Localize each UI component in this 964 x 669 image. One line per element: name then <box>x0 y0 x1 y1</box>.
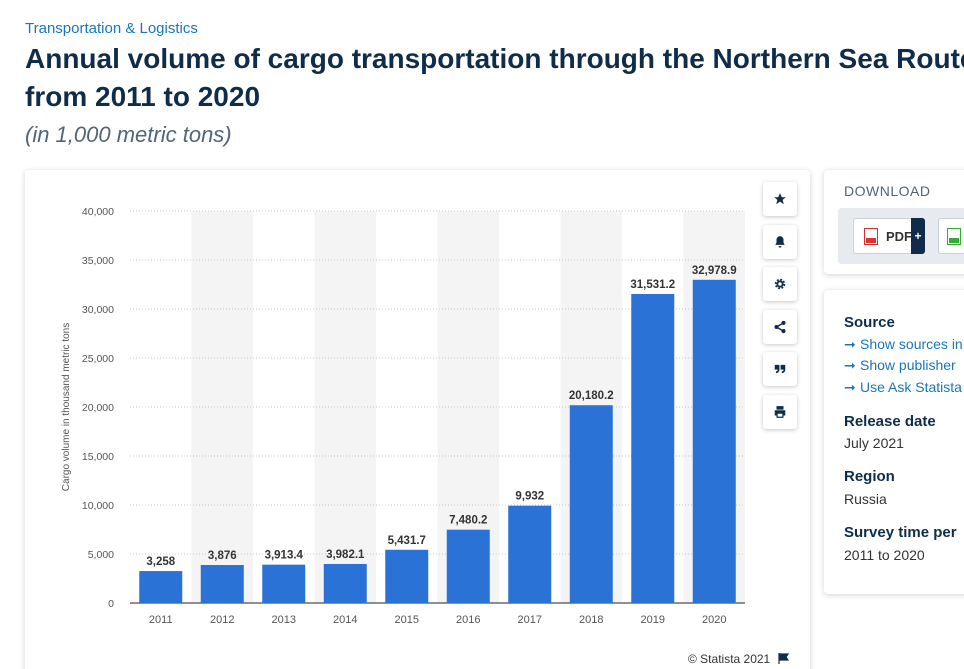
plot-band <box>191 211 253 603</box>
source-heading: Source <box>844 314 895 331</box>
ask-statista-label: Use Ask Statista <box>860 379 962 395</box>
bar <box>385 549 429 603</box>
info-panel: Source ➞ Show sources in ➞ Show publisher … <box>824 290 964 594</box>
chart-toolbar <box>763 182 797 437</box>
cite-button[interactable] <box>763 352 797 386</box>
download-panel: DOWNLOAD PDF + <box>824 170 964 274</box>
print-icon <box>774 405 786 418</box>
xls-file-icon <box>947 227 961 245</box>
bar <box>508 505 552 603</box>
bar-chart: 0 5,000 10,000 15,000 20,000 25,000 30,000 35,0… <box>61 206 745 626</box>
y-tick-label: 10,000 <box>82 500 114 512</box>
download-buttons: PDF + <box>838 208 964 264</box>
arrow-right-icon: ➞ <box>844 379 856 395</box>
data-label: 31,531.2 <box>630 279 675 291</box>
data-label: 3,876 <box>208 550 237 562</box>
download-title: DOWNLOAD <box>844 183 931 199</box>
x-tick-label: 2019 <box>641 614 665 626</box>
y-tick-label: 20,000 <box>82 402 114 414</box>
survey-time-value: 2011 to 2020 <box>844 547 925 563</box>
x-tick-label: 2014 <box>333 614 357 626</box>
pdf-file-icon <box>864 227 878 245</box>
y-tick-label: 5,000 <box>88 549 114 561</box>
y-tick-label: 40,000 <box>82 206 114 218</box>
x-tick-label: 2020 <box>702 614 726 626</box>
pdf-plus-icon[interactable]: + <box>911 218 925 254</box>
arrow-right-icon: ➞ <box>844 336 856 352</box>
data-label: 3,913.4 <box>265 550 304 562</box>
chart-card: 0 5,000 10,000 15,000 20,000 25,000 30,000 35,0… <box>25 170 810 669</box>
bar <box>139 571 183 603</box>
data-label: 7,480.2 <box>449 515 487 527</box>
show-publisher-label: Show publisher <box>860 357 956 373</box>
share-button[interactable] <box>763 309 797 344</box>
bar <box>631 293 675 603</box>
release-date-value: July 2021 <box>844 435 904 451</box>
settings-button[interactable] <box>763 267 797 301</box>
quote-icon <box>774 364 786 374</box>
show-publisher-link[interactable]: ➞ Show publisher <box>844 357 956 374</box>
x-tick-label: 2012 <box>210 614 234 626</box>
data-label: 3,982.1 <box>326 549 365 561</box>
x-tick-label: 2013 <box>272 614 296 626</box>
gear-icon <box>774 278 786 290</box>
flag-icon[interactable] <box>777 653 790 664</box>
copyright: © Statista 2021 <box>688 652 790 666</box>
xls-download-button[interactable] <box>938 218 964 254</box>
category-link[interactable]: Transportation & Logistics <box>25 20 198 37</box>
arrow-right-icon: ➞ <box>844 357 856 373</box>
data-label: 9,932 <box>515 491 544 503</box>
copyright-text: © Statista 2021 <box>688 652 771 666</box>
page-subtitle: (in 1,000 metric tons) <box>25 122 232 147</box>
bar <box>323 563 367 603</box>
notification-button[interactable] <box>763 224 797 259</box>
plot-band <box>314 211 376 603</box>
pdf-download-button[interactable]: PDF + <box>853 218 925 254</box>
x-tick-label: 2011 <box>149 614 173 626</box>
show-sources-label: Show sources in <box>860 336 963 352</box>
y-tick-label: 25,000 <box>82 353 114 365</box>
page-title: Annual volume of cargo transportation th… <box>25 43 964 112</box>
bar <box>262 564 306 603</box>
bar <box>446 529 490 603</box>
x-tick-label: 2015 <box>395 614 419 626</box>
data-label: 32,978.9 <box>692 265 737 277</box>
x-tick-label: 2016 <box>456 614 480 626</box>
print-button[interactable] <box>763 394 797 429</box>
show-sources-link[interactable]: ➞ Show sources in <box>844 336 963 353</box>
y-tick-label: 35,000 <box>82 255 114 267</box>
region-heading: Region <box>844 468 895 485</box>
data-label: 5,431.7 <box>388 535 426 547</box>
y-axis-title: Cargo volume in thousand metric tons <box>61 323 72 491</box>
y-tick-label: 15,000 <box>82 451 114 463</box>
y-tick-label: 30,000 <box>82 304 114 316</box>
bar <box>692 279 736 603</box>
data-label: 3,258 <box>146 556 175 568</box>
release-date-heading: Release date <box>844 413 936 430</box>
favorite-button[interactable] <box>763 182 797 216</box>
pdf-label: PDF <box>886 228 912 244</box>
y-tick-label: 0 <box>108 598 114 610</box>
share-icon <box>774 320 786 333</box>
data-label: 20,180.2 <box>569 390 614 402</box>
region-value: Russia <box>844 491 887 507</box>
ask-statista-link[interactable]: ➞ Use Ask Statista <box>844 379 962 396</box>
x-tick-label: 2018 <box>579 614 603 626</box>
bar <box>200 565 244 603</box>
star-icon <box>774 193 786 205</box>
bar <box>569 405 613 603</box>
bell-icon <box>775 235 785 248</box>
x-tick-label: 2017 <box>518 614 542 626</box>
survey-time-heading: Survey time per <box>844 524 957 541</box>
